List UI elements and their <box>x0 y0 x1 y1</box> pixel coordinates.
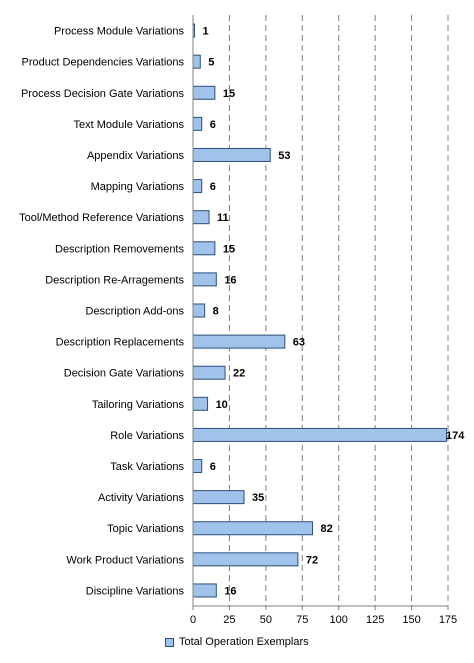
bar <box>192 583 217 598</box>
data-label: 35 <box>252 492 264 504</box>
category-labels: Process Module Variations Product Depende… <box>19 26 184 598</box>
bar <box>192 490 245 505</box>
category-label: Text Module Variations <box>74 119 185 131</box>
category-label: Description Add-ons <box>86 306 185 318</box>
bar <box>192 303 206 318</box>
x-tick-label: 175 <box>439 614 457 626</box>
legend: Total Operation Exemplars <box>165 636 309 648</box>
category-label: Description Re-Arragements <box>45 274 184 286</box>
bar <box>192 272 217 287</box>
bar <box>192 54 201 69</box>
category-label: Product Dependencies Variations <box>22 57 185 69</box>
data-label: 15 <box>223 88 235 100</box>
legend-label: Total Operation Exemplars <box>179 636 309 648</box>
category-label: Role Variations <box>110 430 184 442</box>
category-label: Description Replacements <box>56 337 185 349</box>
bar <box>192 365 226 380</box>
category-label: Tailoring Variations <box>92 399 185 411</box>
bar <box>192 427 448 442</box>
data-label: 11 <box>217 212 229 224</box>
category-label: Topic Variations <box>107 523 184 535</box>
category-label: Activity Variations <box>98 492 184 504</box>
x-tick-label: 25 <box>223 614 235 626</box>
category-label: Discipline Variations <box>86 585 185 597</box>
data-label: 22 <box>233 368 245 380</box>
category-label: Process Decision Gate Variations <box>21 88 185 100</box>
x-tick-label: 50 <box>260 614 272 626</box>
data-label: 15 <box>223 243 235 255</box>
data-label: 10 <box>216 399 228 411</box>
bar <box>192 179 203 194</box>
data-label: 53 <box>278 150 290 162</box>
data-label: 72 <box>306 554 318 566</box>
gridlines <box>228 15 449 606</box>
category-label: Work Product Variations <box>66 554 184 566</box>
bar <box>192 241 216 256</box>
x-axis: 0 25 50 75 100 125 150 175 <box>190 15 457 626</box>
data-label: 174 <box>446 430 465 442</box>
data-label: 82 <box>320 523 332 535</box>
x-tick-label: 125 <box>366 614 384 626</box>
category-label: Appendix Variations <box>87 150 185 162</box>
category-label: Mapping Variations <box>91 181 185 193</box>
category-label: Process Module Variations <box>54 26 185 38</box>
data-label: 63 <box>293 337 305 349</box>
bar <box>192 396 209 411</box>
x-tick-label: 0 <box>190 614 196 626</box>
category-label: Description Removements <box>55 243 184 255</box>
bars <box>192 23 448 598</box>
bar <box>192 521 313 536</box>
data-label: 5 <box>208 57 214 69</box>
bar <box>192 116 203 131</box>
legend-swatch <box>165 637 174 647</box>
category-label: Decision Gate Variations <box>64 368 185 380</box>
data-label: 16 <box>224 274 236 286</box>
bar <box>192 85 216 100</box>
bar <box>192 459 203 474</box>
bar <box>192 147 271 162</box>
x-tick-label: 100 <box>330 614 348 626</box>
bar <box>192 210 210 225</box>
data-label: 6 <box>210 461 216 473</box>
x-tick-label: 150 <box>402 614 420 626</box>
data-label: 16 <box>224 585 236 597</box>
category-label: Tool/Method Reference Variations <box>19 212 184 224</box>
data-label: 6 <box>210 119 216 131</box>
bar <box>192 334 286 349</box>
data-label: 1 <box>202 26 208 38</box>
bar <box>192 552 299 567</box>
data-label: 8 <box>213 306 219 318</box>
data-label: 6 <box>210 181 216 193</box>
category-label: Task Variations <box>110 461 184 473</box>
x-tick-label: 75 <box>296 614 308 626</box>
